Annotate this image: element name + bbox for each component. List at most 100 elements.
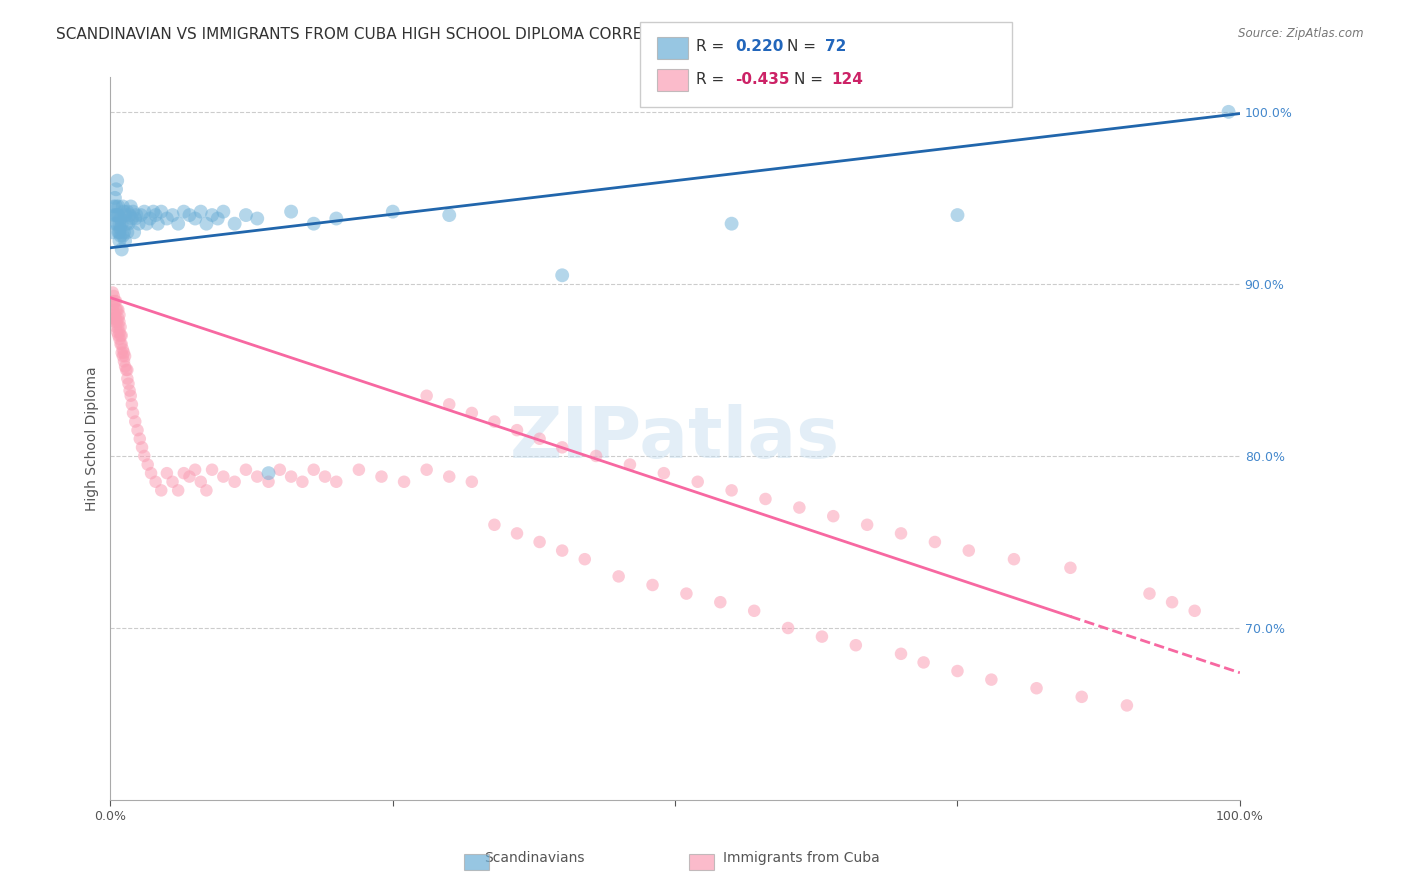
Point [529,535,551,549]
Point [127,423,149,437]
Point [720,483,742,498]
Point [110,337,132,351]
Point [314,469,336,483]
Point [484,517,506,532]
Point [111,328,134,343]
Point [529,432,551,446]
Point [115,363,138,377]
Point [112,204,135,219]
Point [108,217,131,231]
Point [1002,552,1025,566]
Point [269,463,291,477]
Point [105,199,128,213]
Point [184,211,207,226]
Point [107,199,129,213]
Point [890,647,912,661]
Text: Scandinavians: Scandinavians [484,851,585,865]
Text: ZIPatlas: ZIPatlas [510,404,841,474]
Point [139,466,162,480]
Point [912,656,935,670]
Text: 0.220: 0.220 [735,39,783,54]
Point [120,199,142,213]
Point [1115,698,1137,713]
Point [946,664,969,678]
Point [190,204,212,219]
Point [150,204,173,219]
Point [946,208,969,222]
Point [957,543,980,558]
Point [125,208,148,222]
Point [107,311,129,326]
Point [201,208,224,222]
Point [112,225,135,239]
Point [845,638,868,652]
Point [105,182,128,196]
Point [108,234,131,248]
Point [224,217,246,231]
Point [235,463,257,477]
Point [112,345,135,359]
Point [129,208,152,222]
Point [156,466,179,480]
Point [118,208,141,222]
Point [124,415,146,429]
Point [675,586,697,600]
Point [506,526,529,541]
Point [122,406,145,420]
Point [235,208,257,222]
Point [111,243,134,257]
Point [506,423,529,437]
Point [108,308,131,322]
Point [173,466,195,480]
Point [117,363,139,377]
Point [980,673,1002,687]
Point [150,483,173,498]
Point [103,199,125,213]
Point [111,199,134,213]
Point [110,319,132,334]
Point [105,319,128,334]
Point [212,469,235,483]
Point [136,458,159,472]
Point [641,578,664,592]
Point [104,217,127,231]
Point [823,509,845,524]
Point [585,449,607,463]
Point [1059,561,1081,575]
Point [108,225,131,239]
Point [415,389,437,403]
Text: R =: R = [696,72,730,87]
Point [108,332,131,346]
Point [551,441,574,455]
Point [302,463,325,477]
Text: Immigrants from Cuba: Immigrants from Cuba [723,851,880,865]
Point [325,475,347,489]
Point [128,217,150,231]
Point [124,211,146,226]
Point [246,469,269,483]
Point [392,475,415,489]
Point [105,325,128,339]
Point [156,211,179,226]
Point [280,469,302,483]
Point [190,475,212,489]
Point [105,208,128,222]
Point [120,389,142,403]
Point [439,397,461,411]
Point [111,228,134,243]
Point [195,483,218,498]
Point [122,225,145,239]
Point [607,569,630,583]
Point [101,302,124,317]
Point [111,343,134,357]
Point [325,211,347,226]
Point [1161,595,1184,609]
Point [107,328,129,343]
Point [104,191,127,205]
Point [101,294,124,309]
Point [110,211,132,226]
Point [121,211,143,226]
Point [122,204,145,219]
Point [139,211,162,226]
Point [145,208,167,222]
